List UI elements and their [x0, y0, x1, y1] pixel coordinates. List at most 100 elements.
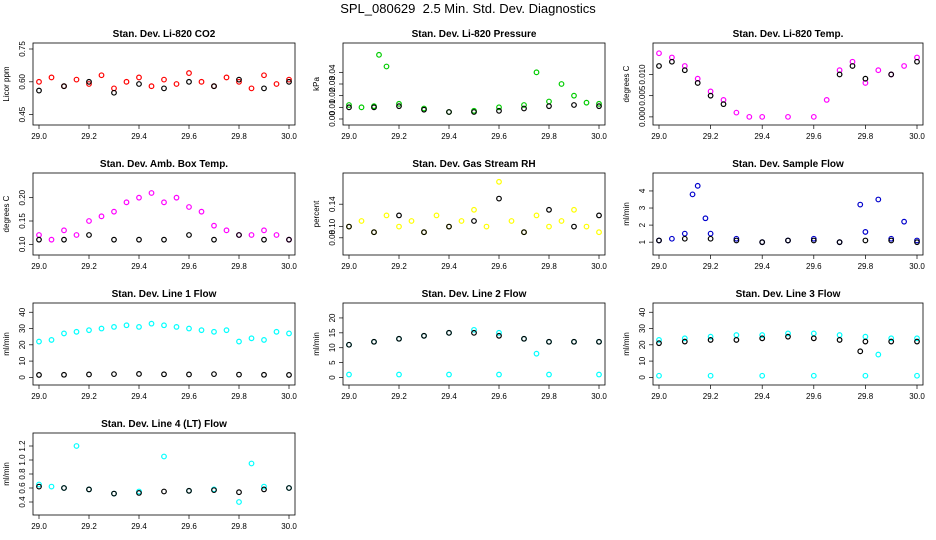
- data-point: [496, 178, 502, 185]
- data-point: [198, 208, 205, 215]
- data-point: [123, 322, 130, 329]
- data-point: [111, 208, 117, 215]
- y-tick-label: 0: [328, 375, 337, 380]
- data-point: [236, 338, 242, 345]
- x-tick-label: 29.6: [491, 132, 507, 141]
- x-tick-label: 29.6: [181, 262, 197, 271]
- data-point: [198, 78, 205, 85]
- data-point: [86, 78, 92, 85]
- data-point: [36, 87, 42, 94]
- y-tick-label: 10: [328, 343, 337, 352]
- y-axis-label: Licor ppm: [2, 66, 11, 101]
- data-point: [496, 195, 502, 202]
- data-point: [681, 230, 688, 237]
- data-point: [901, 218, 907, 225]
- data-point: [111, 236, 117, 243]
- data-point: [396, 212, 402, 219]
- data-point: [857, 348, 864, 355]
- data-point: [669, 235, 675, 242]
- x-tick-label: 29.4: [441, 262, 457, 271]
- y-tick-label: 0.03: [328, 76, 337, 92]
- series-high-frequency: [36, 190, 292, 243]
- data-point: [914, 335, 920, 342]
- data-point: [73, 328, 80, 335]
- data-point: [36, 338, 42, 345]
- y-tick-label: 40: [638, 307, 647, 316]
- x-tick-label: 29.8: [231, 522, 247, 531]
- y-tick-label: 0.8: [18, 468, 27, 480]
- data-point: [48, 236, 55, 243]
- data-point: [148, 320, 155, 327]
- data-point: [862, 333, 869, 340]
- data-point: [286, 372, 292, 378]
- data-point: [73, 443, 80, 449]
- data-point: [759, 372, 766, 379]
- chart-panel-10: Stan. Dev. Line 4 (LT) Flow ml/min 29.0 29.…: [2, 419, 297, 531]
- data-point: [396, 223, 402, 230]
- data-point: [421, 332, 427, 339]
- data-point: [571, 102, 577, 108]
- chart-title: Stan. Dev. Line 2 Flow: [422, 289, 527, 300]
- data-point: [888, 335, 895, 342]
- data-point: [888, 237, 895, 244]
- y-tick-label: 0.60: [18, 73, 27, 89]
- data-point: [875, 67, 882, 74]
- data-point: [286, 485, 292, 491]
- chart-panel-1: Stan. Dev. Li-820 CO2 Licor ppm 29.0 29.2 29…: [2, 29, 297, 141]
- data-point: [759, 113, 766, 120]
- data-point: [707, 92, 714, 99]
- data-point: [546, 103, 552, 110]
- y-tick-label: 0.08: [328, 229, 337, 245]
- data-point: [396, 103, 402, 110]
- data-point: [186, 487, 192, 494]
- data-point: [656, 63, 662, 69]
- x-tick-label: 29.8: [858, 132, 874, 141]
- x-tick-label: 30.0: [909, 392, 925, 401]
- data-point: [98, 72, 105, 79]
- data-point: [173, 81, 180, 87]
- x-tick-label: 29.2: [391, 392, 407, 401]
- x-tick-label: 29.4: [441, 392, 457, 401]
- series-high-frequency: [36, 443, 292, 505]
- data-point: [346, 223, 352, 230]
- data-point: [810, 330, 817, 337]
- data-point: [558, 218, 565, 224]
- data-point: [346, 371, 352, 378]
- data-point: [86, 232, 92, 238]
- x-tick-label: 29.0: [341, 132, 357, 141]
- series-high-frequency: [346, 178, 602, 236]
- data-point: [836, 239, 843, 246]
- data-point: [785, 237, 791, 244]
- data-point: [785, 113, 791, 120]
- data-point: [857, 201, 864, 208]
- data-point: [36, 483, 42, 490]
- data-point: [223, 327, 230, 334]
- data-point: [161, 322, 167, 329]
- data-point: [901, 63, 907, 69]
- data-point: [396, 371, 402, 378]
- data-point: [161, 453, 167, 460]
- data-point: [446, 371, 452, 378]
- x-tick-label: 29.4: [131, 262, 147, 271]
- data-point: [421, 229, 427, 236]
- data-point: [36, 232, 42, 238]
- data-point: [273, 81, 280, 87]
- x-tick-label: 30.0: [281, 132, 297, 141]
- data-point: [286, 330, 292, 337]
- data-point: [286, 78, 292, 85]
- series-half-hourly: [346, 102, 602, 115]
- plot-frame: [32, 302, 296, 386]
- data-point: [36, 481, 42, 488]
- data-point: [273, 232, 280, 238]
- data-point: [471, 329, 477, 336]
- data-point: [236, 78, 242, 85]
- data-point: [346, 102, 352, 108]
- y-tick-label: 1.0: [18, 454, 27, 466]
- data-point: [810, 113, 817, 120]
- data-point: [111, 89, 117, 96]
- data-point: [694, 80, 701, 86]
- data-point: [248, 460, 255, 467]
- x-tick-label: 29.4: [131, 392, 147, 401]
- data-point: [211, 328, 217, 335]
- data-point: [273, 328, 280, 335]
